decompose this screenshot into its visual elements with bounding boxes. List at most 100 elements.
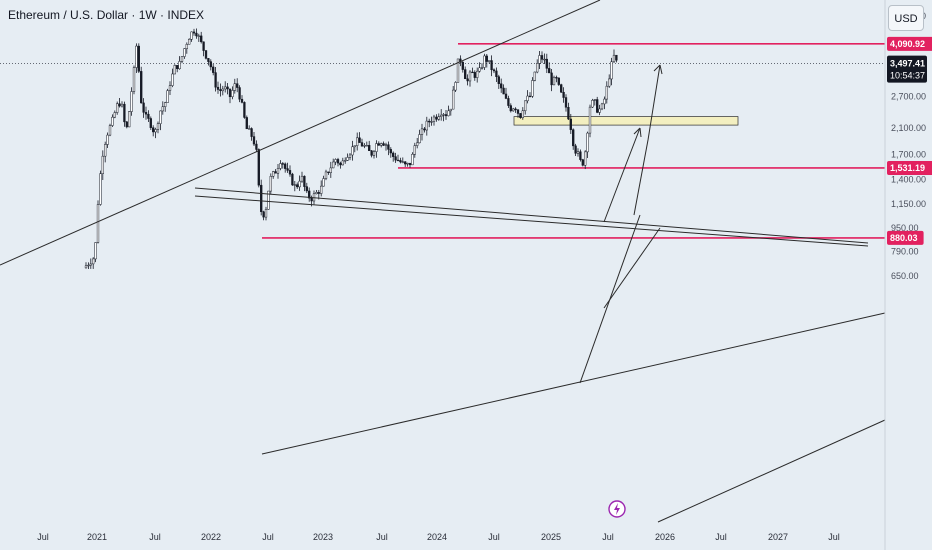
candle-body [123,103,126,123]
candle-body [185,44,188,49]
candle-body [502,87,505,95]
time-tick-label: 2025 [541,532,561,542]
candle-body [360,142,364,147]
time-tick-label: 2024 [427,532,447,542]
candles [84,28,618,270]
time-tick-label: Jul [37,532,49,542]
candle-body [399,160,402,163]
candle-body [128,111,131,128]
candle-body [322,178,325,187]
candle-body [192,31,196,34]
candle-body [209,61,212,68]
candle-body [293,184,296,186]
candle-body [140,71,143,104]
price-level-tag [887,160,932,175]
candle-body [567,107,570,120]
candle-body [552,77,556,86]
candle-body [240,98,244,103]
candle-body [519,113,522,118]
candle-body [516,109,520,114]
price-level-label: 4,090.92 [890,39,925,49]
candle-body [531,80,534,97]
candle-body [596,99,599,113]
time-axis[interactable]: Jul 2021 Jul 2022 Jul 2023 Jul 2024 Jul 2025 Jul 20… [37,532,840,542]
candle-body [104,144,107,157]
candle-body [248,128,251,130]
price-level-tag [887,36,932,51]
candle-body [281,163,284,165]
candle-body [545,58,548,69]
candle-body [389,149,392,154]
candle-body [600,103,604,110]
candle-body [524,100,527,112]
candle-body [308,190,311,199]
countdown-label: 10:54:37 [890,71,925,81]
candle-body [608,78,611,87]
candle-body [507,98,510,106]
candle-body [269,176,272,192]
candle-body [528,95,532,98]
candle-body [440,114,443,117]
candle-body [464,69,467,80]
time-tick-label: Jul [262,532,274,542]
trend-line [657,419,886,523]
lightning-icon[interactable] [608,500,626,518]
candle-body [272,171,275,177]
candle-body [408,162,412,166]
candle-body [94,242,97,260]
candle-body [267,190,270,210]
candle-body [480,67,484,69]
candle-body [135,45,138,68]
candle-body [540,55,544,60]
trend-line [0,0,601,266]
price-axis[interactable]: 15,000.0011,000.009,000.007,500.006,300.… [884,0,932,550]
candle-body [116,103,119,113]
candle-body [212,66,215,73]
candle-body [84,265,88,269]
candle-body [488,60,491,62]
candle-body [111,116,114,126]
trend-line [261,312,886,455]
candle-body [423,128,426,131]
candle-body [452,89,455,110]
candle-body [612,54,616,63]
candle-body [572,129,575,147]
candle-body [298,180,301,188]
time-tick-label: 2021 [87,532,107,542]
trend-line [603,227,661,309]
candle-body [372,151,376,156]
candle-body [89,263,92,266]
candle-body [106,134,109,145]
chart-title: Ethereum / U.S. Dollar · 1W · INDEX [8,8,205,22]
candle-body [490,60,493,70]
candle-body [221,88,224,92]
candle-body [149,118,152,128]
candle-body [495,70,498,77]
currency-selector[interactable]: USD [888,5,924,31]
horizontal-levels [0,43,885,239]
candle-body [548,68,551,74]
candle-body [425,120,428,131]
candle-body [365,145,368,147]
candle-body [377,143,380,146]
candle-body [562,91,565,98]
candle-body [348,154,352,158]
candle-body [341,160,344,166]
trend-line [194,195,869,247]
candle-body [538,55,541,64]
candle-body [236,83,239,88]
candle-body [92,258,95,265]
candle-body [164,102,167,107]
candle-body [430,121,433,123]
time-tick-label: Jul [376,532,388,542]
candle-body [603,98,606,105]
price-tick-label: 2,700.00 [891,91,926,101]
candle-body [176,65,179,70]
time-tick-label: 2023 [313,532,333,542]
candle-body [288,170,292,175]
candle-body [432,116,436,122]
candle-body [368,145,371,151]
candle-body [243,102,246,118]
candle-body [305,186,308,192]
